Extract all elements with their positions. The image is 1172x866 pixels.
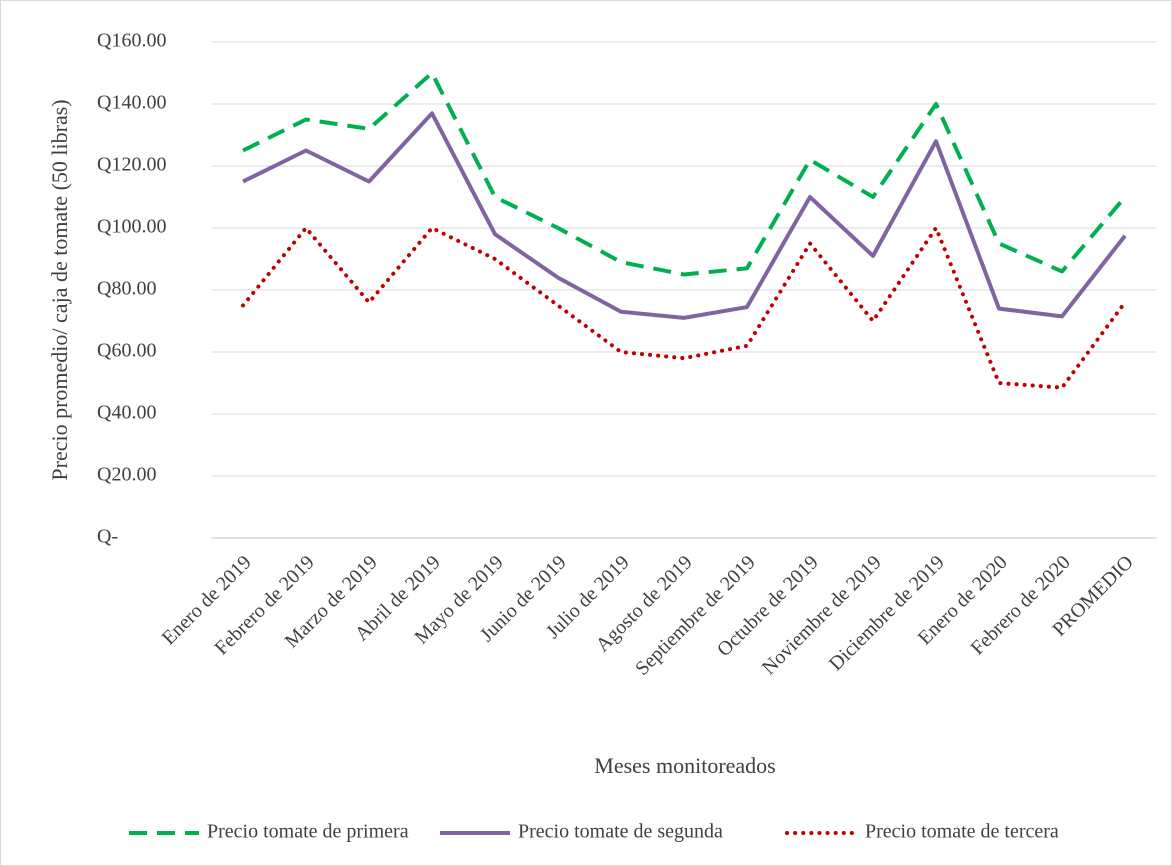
y-tick-label: Q140.00 [97,92,166,114]
x-axis-title: Meses monitoreados [594,753,775,778]
y-tick-label: Q80.00 [97,278,156,300]
y-tick-label: Q160.00 [97,30,166,52]
legend-label: Precio tomate de primera [207,821,409,843]
legend-label: Precio tomate de tercera [865,821,1059,843]
y-axis-title: Precio promedio/ caja de tomate (50 libr… [47,99,72,480]
y-tick-label: Q60.00 [97,340,156,362]
y-tick-label: Q100.00 [97,216,166,238]
y-tick-label: Q120.00 [97,154,166,176]
legend-label: Precio tomate de segunda [518,821,723,843]
y-tick-label: Q- [97,526,118,548]
series-line [241,226,1127,390]
y-tick-label: Q20.00 [97,464,156,486]
series-line [242,71,1127,277]
y-tick-label: Q40.00 [97,402,156,424]
series-line [242,111,1127,320]
